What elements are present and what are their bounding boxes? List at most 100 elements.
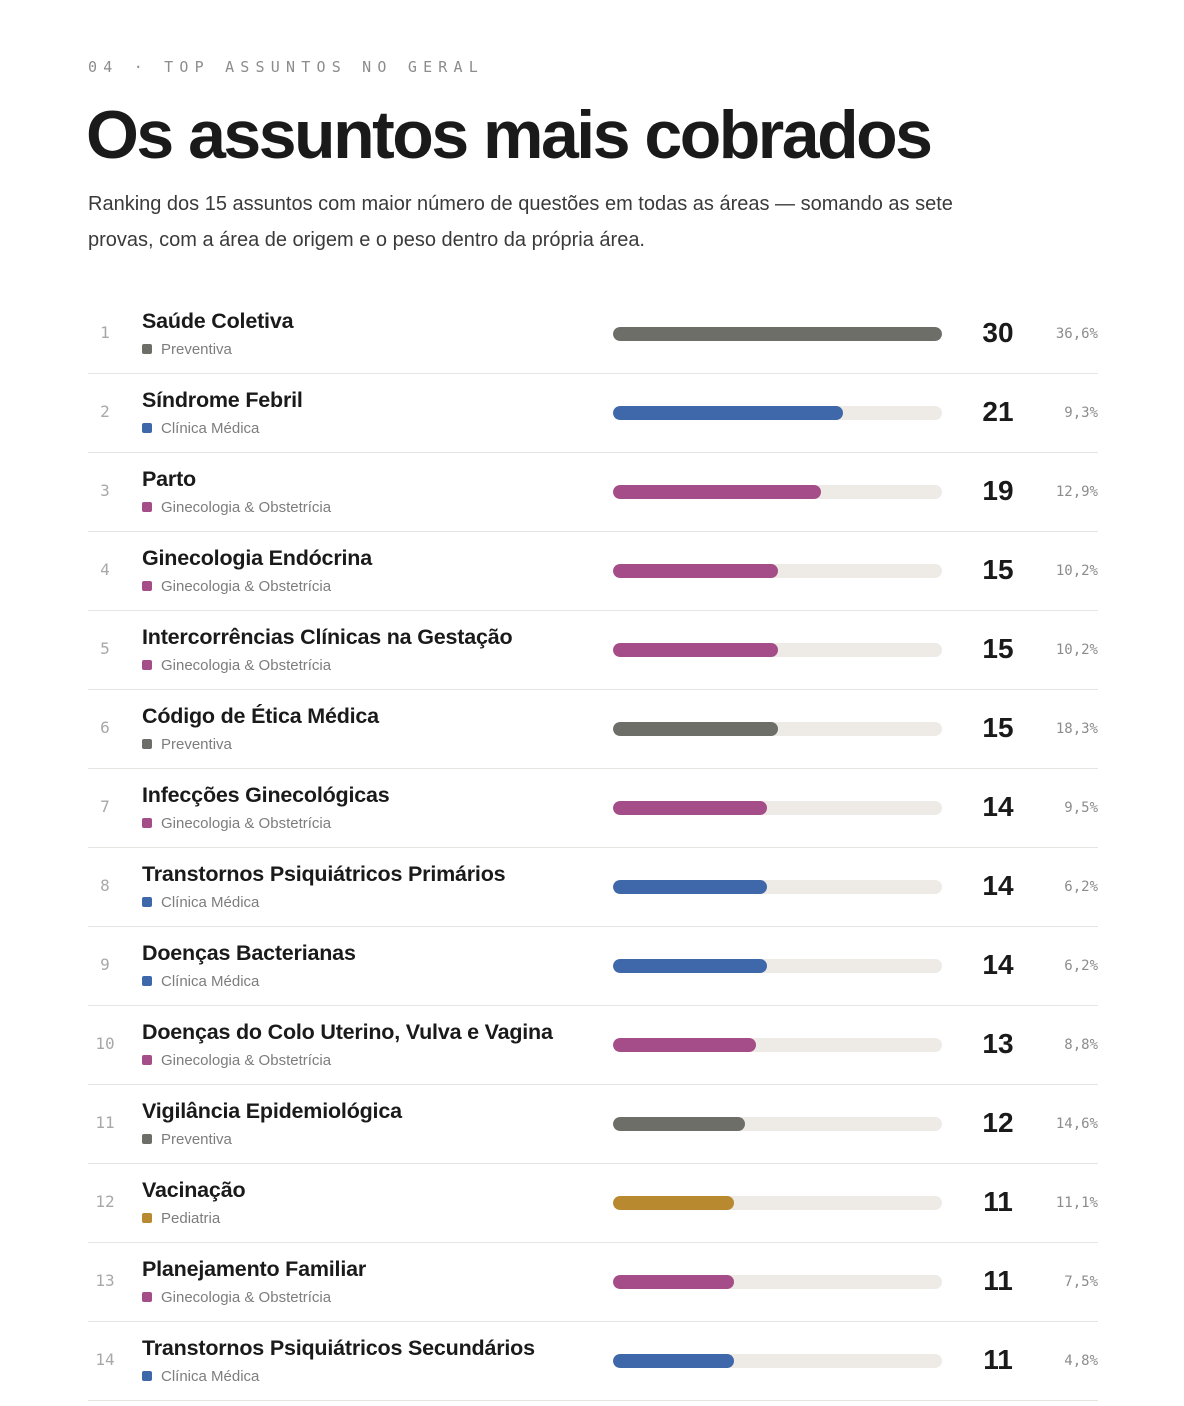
area-name: Clínica Médica xyxy=(161,893,260,911)
rank-number: 12 xyxy=(95,1192,115,1211)
area-label: Ginecologia & Obstetrícia xyxy=(142,1288,331,1306)
area-label: Preventiva xyxy=(142,1130,232,1148)
page-title: Os assuntos mais cobrados xyxy=(86,97,933,173)
area-swatch xyxy=(142,423,152,433)
area-name: Clínica Médica xyxy=(161,1367,260,1385)
subject-name: Parto xyxy=(142,467,196,491)
area-label: Clínica Médica xyxy=(142,972,259,990)
section-eyebrow: 04 · TOP ASSUNTOS NO GERAL xyxy=(88,58,484,76)
area-share-percent: 36,6% xyxy=(1055,326,1098,342)
bar-track xyxy=(613,959,942,973)
area-label: Clínica Médica xyxy=(142,893,259,911)
question-count: 14 xyxy=(982,949,1014,980)
area-label: Ginecologia & Obstetrícia xyxy=(142,577,331,595)
bar-fill xyxy=(613,1275,734,1289)
rank-number: 10 xyxy=(95,1034,115,1053)
subject-name: Síndrome Febril xyxy=(142,388,303,412)
area-swatch xyxy=(142,344,152,354)
rank-number: 4 xyxy=(100,560,110,579)
ranking-row: 1 Saúde Coletiva Preventiva 30 36,6% xyxy=(88,295,1098,374)
bar-fill xyxy=(613,880,767,894)
bar-track xyxy=(613,564,942,578)
rank-number: 8 xyxy=(100,876,110,895)
subject-name: Código de Ética Médica xyxy=(142,704,379,728)
ranking-row: 12 Vacinação Pediatria 11 11,1% xyxy=(88,1164,1098,1243)
area-name: Ginecologia & Obstetrícia xyxy=(161,814,332,832)
area-name: Preventiva xyxy=(161,340,232,358)
area-share-percent: 11,1% xyxy=(1055,1195,1098,1211)
rank-number: 2 xyxy=(100,402,110,421)
area-share-percent: 10,2% xyxy=(1055,563,1098,579)
bar-fill xyxy=(613,1038,756,1052)
ranking-row: 9 Doenças Bacterianas Clínica Médica 14 6,2% xyxy=(88,927,1098,1006)
area-swatch xyxy=(142,1371,152,1381)
bar-track xyxy=(613,1038,942,1052)
area-share-percent: 9,3% xyxy=(1064,405,1098,421)
ranking-row: 13 Planejamento Familiar Ginecologia & Obs… xyxy=(88,1243,1098,1322)
area-swatch xyxy=(142,739,152,749)
bar-fill xyxy=(613,801,767,815)
area-share-percent: 6,2% xyxy=(1064,879,1098,895)
subject-name: Infecções Ginecológicas xyxy=(142,783,390,807)
area-name: Clínica Médica xyxy=(161,972,260,990)
area-share-percent: 10,2% xyxy=(1055,642,1098,658)
rank-number: 14 xyxy=(95,1350,115,1369)
bar-track xyxy=(613,801,942,815)
area-name: Ginecologia & Obstetrícia xyxy=(161,577,332,595)
area-share-percent: 12,9% xyxy=(1055,484,1098,500)
subject-name: Planejamento Familiar xyxy=(142,1257,367,1281)
question-count: 11 xyxy=(983,1186,1013,1217)
area-share-percent: 8,8% xyxy=(1064,1037,1098,1053)
area-swatch xyxy=(142,897,152,907)
ranking-row: 10 Doenças do Colo Uterino, Vulva e Vagin… xyxy=(88,1006,1098,1085)
rank-number: 6 xyxy=(100,718,110,737)
bar-fill xyxy=(613,564,778,578)
ranking-row: 8 Transtornos Psiquiátricos Primários Clín… xyxy=(88,848,1098,927)
area-name: Ginecologia & Obstetrícia xyxy=(161,656,332,674)
bar-fill xyxy=(613,1196,734,1210)
question-count: 19 xyxy=(982,475,1014,506)
bar-track xyxy=(613,485,942,499)
question-count: 11 xyxy=(983,1265,1013,1296)
question-count: 13 xyxy=(982,1028,1014,1059)
bar-fill xyxy=(613,1354,734,1368)
area-swatch xyxy=(142,1055,152,1065)
area-label: Pediatria xyxy=(142,1209,220,1227)
subject-name: Doenças Bacterianas xyxy=(142,941,356,965)
area-share-percent: 9,5% xyxy=(1064,800,1098,816)
ranking-row: 14 Transtornos Psiquiátricos Secundários C… xyxy=(88,1322,1098,1401)
question-count: 15 xyxy=(982,712,1014,743)
subject-name: Vigilância Epidemiológica xyxy=(142,1099,402,1123)
area-share-percent: 18,3% xyxy=(1055,721,1098,737)
area-share-percent: 14,6% xyxy=(1055,1116,1098,1132)
ranking-row: 11 Vigilância Epidemiológica Preventiva 12 1… xyxy=(88,1085,1098,1164)
ranking-row: 7 Infecções Ginecológicas Ginecologia & Ob… xyxy=(88,769,1098,848)
subject-name: Ginecologia Endócrina xyxy=(142,546,372,570)
area-label: Preventiva xyxy=(142,735,232,753)
area-label: Ginecologia & Obstetrícia xyxy=(142,656,331,674)
rank-number: 3 xyxy=(100,481,110,500)
area-name: Ginecologia & Obstetrícia xyxy=(161,1051,332,1069)
question-count: 30 xyxy=(982,317,1014,348)
page-subtitle: Ranking dos 15 assuntos com maior número… xyxy=(88,193,953,251)
bar-fill xyxy=(613,959,767,973)
bar-track xyxy=(613,643,942,657)
bar-fill xyxy=(613,1117,745,1131)
area-name: Pediatria xyxy=(161,1209,221,1227)
bar-track xyxy=(613,722,942,736)
bar-fill xyxy=(613,722,778,736)
area-label: Clínica Médica xyxy=(142,419,259,437)
bar-fill xyxy=(613,327,942,341)
rank-number: 13 xyxy=(95,1271,115,1290)
area-label: Preventiva xyxy=(142,340,232,358)
ranking-chart: 1 Saúde Coletiva Preventiva 30 36,6% 2 Síndrom… xyxy=(88,295,1098,1401)
area-swatch xyxy=(142,1134,152,1144)
bar-track xyxy=(613,406,942,420)
area-name: Ginecologia & Obstetrícia xyxy=(161,498,332,516)
area-swatch xyxy=(142,660,152,670)
bar-fill xyxy=(613,406,843,420)
bar-track xyxy=(613,1354,942,1368)
area-share-percent: 6,2% xyxy=(1064,958,1098,974)
area-label: Ginecologia & Obstetrícia xyxy=(142,1051,331,1069)
